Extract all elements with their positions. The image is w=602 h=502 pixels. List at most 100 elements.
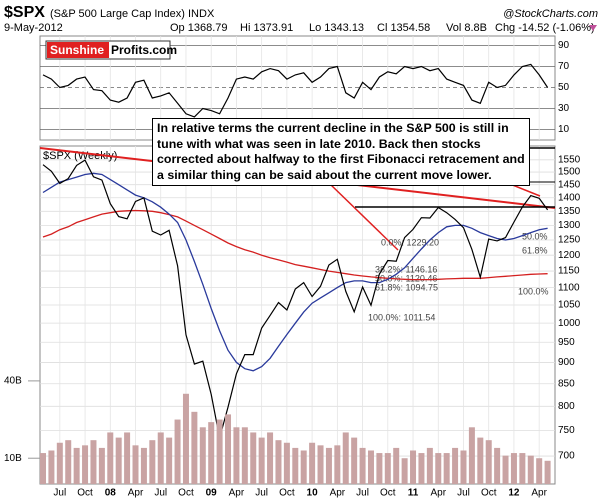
fib-label: 100.0% bbox=[518, 286, 549, 296]
volume-bar bbox=[527, 455, 534, 484]
volume-bar bbox=[157, 432, 164, 484]
volume-bar bbox=[410, 450, 417, 484]
high: Hi 1373.91 bbox=[240, 22, 293, 34]
volume-bar bbox=[225, 414, 232, 484]
y-tick-label: 90 bbox=[558, 40, 570, 51]
volume-bar bbox=[393, 447, 400, 484]
y-tick-label: 900 bbox=[558, 357, 575, 368]
volume-bar bbox=[519, 453, 526, 484]
fib-label: 0.0%: 1229.20 bbox=[381, 237, 439, 247]
volume-bar bbox=[536, 458, 543, 484]
y-tick-label: 1200 bbox=[558, 250, 581, 261]
volume-bar bbox=[443, 453, 450, 484]
x-tick-label: Oct bbox=[380, 488, 396, 499]
fib-label: 61.8%: 1094.75 bbox=[375, 282, 438, 292]
volume-bar bbox=[452, 447, 459, 484]
fib-label: 61.8% bbox=[522, 245, 548, 255]
volume-bar bbox=[107, 432, 114, 484]
volume-bar bbox=[384, 453, 391, 484]
volume-bar bbox=[401, 458, 408, 484]
y-tick-label: 700 bbox=[558, 451, 575, 462]
y-tick-label: 70 bbox=[558, 61, 570, 72]
price-panel bbox=[39, 145, 556, 485]
y-tick-label: 40B bbox=[4, 376, 22, 387]
y-tick-label: 50 bbox=[558, 82, 570, 93]
y-tick-label: 1100 bbox=[558, 282, 580, 293]
x-tick-label: Oct bbox=[77, 488, 93, 499]
volume-bar bbox=[359, 447, 366, 484]
x-tick-label: Jul bbox=[53, 488, 66, 499]
volume: Vol 8.8B bbox=[446, 22, 487, 34]
logo-part2: Profits.com bbox=[111, 43, 177, 57]
volume-bar bbox=[73, 447, 80, 484]
volume-bar bbox=[435, 453, 442, 484]
y-tick-label: 750 bbox=[558, 425, 575, 436]
x-tick-label: 11 bbox=[408, 488, 419, 499]
volume-bar bbox=[48, 450, 55, 484]
volume-bar bbox=[376, 453, 383, 484]
volume-bar bbox=[267, 432, 274, 484]
volume-bar bbox=[90, 440, 97, 484]
volume-bar bbox=[82, 445, 89, 484]
volume-bar bbox=[494, 447, 501, 484]
volume-bar bbox=[510, 453, 517, 484]
y-tick-label: 1500 bbox=[558, 167, 581, 178]
x-tick-label: Apr bbox=[430, 488, 446, 499]
volume-bar bbox=[418, 453, 425, 484]
y-tick-label: 10B bbox=[4, 453, 22, 464]
x-tick-label: Apr bbox=[128, 488, 144, 499]
volume-bar bbox=[309, 442, 316, 484]
x-tick-label: Apr bbox=[330, 488, 346, 499]
line bbox=[42, 172, 548, 372]
x-tick-label: Oct bbox=[178, 488, 194, 499]
x-tick-label: Jul bbox=[154, 488, 167, 499]
y-tick-label: 30 bbox=[558, 103, 570, 114]
close: Cl 1354.58 bbox=[377, 22, 430, 34]
volume-bar bbox=[115, 437, 122, 484]
source: @StockCharts.com bbox=[503, 8, 598, 20]
x-tick-label: 12 bbox=[508, 488, 520, 499]
line bbox=[42, 209, 548, 281]
volume-bar bbox=[426, 447, 433, 484]
symbol: $SPX bbox=[4, 4, 45, 21]
line bbox=[42, 63, 549, 118]
volume-bar bbox=[468, 427, 475, 484]
volume-bar bbox=[334, 445, 341, 484]
y-tick-label: 1550 bbox=[558, 154, 581, 165]
x-tick-label: 08 bbox=[105, 488, 117, 499]
volume-bar bbox=[149, 440, 156, 484]
series-label: $SPX (Weekly) bbox=[43, 150, 117, 162]
volume-bar bbox=[166, 437, 173, 484]
volume-bar bbox=[208, 422, 215, 484]
volume-bar bbox=[544, 460, 551, 484]
note-arrow-1 bbox=[329, 183, 399, 251]
volume-bar bbox=[460, 450, 467, 484]
low: Lo 1343.13 bbox=[309, 22, 364, 34]
volume-bar bbox=[132, 445, 139, 484]
y-tick-label: 1250 bbox=[558, 235, 581, 246]
volume-bar bbox=[174, 419, 181, 484]
volume-bar bbox=[98, 447, 105, 484]
logo-part1: Sunshine bbox=[50, 43, 104, 57]
volume-bar bbox=[485, 440, 492, 484]
volume-bar bbox=[342, 432, 349, 484]
volume-bar bbox=[191, 411, 198, 484]
x-tick-label: Jul bbox=[356, 488, 369, 499]
y-tick-label: 850 bbox=[558, 378, 575, 389]
volume-bar bbox=[124, 432, 131, 484]
x-tick-label: Jul bbox=[255, 488, 268, 499]
volume-bar bbox=[216, 419, 223, 484]
volume-bar bbox=[351, 437, 358, 484]
fib-label: 100.0%: 1011.54 bbox=[368, 312, 435, 322]
fib-label: 50.0% bbox=[522, 231, 548, 241]
volume-bar bbox=[241, 427, 248, 484]
volume-bar bbox=[233, 427, 240, 484]
y-tick-label: 1400 bbox=[558, 192, 581, 203]
volume-bar bbox=[283, 442, 290, 484]
volume-bar bbox=[182, 393, 189, 484]
fib-label: 38.2%: 1146.16 bbox=[375, 264, 437, 274]
x-tick-label: 10 bbox=[307, 488, 319, 499]
y-tick-label: 1450 bbox=[558, 179, 581, 190]
change: Chg -14.52 (-1.06%) bbox=[495, 22, 595, 34]
